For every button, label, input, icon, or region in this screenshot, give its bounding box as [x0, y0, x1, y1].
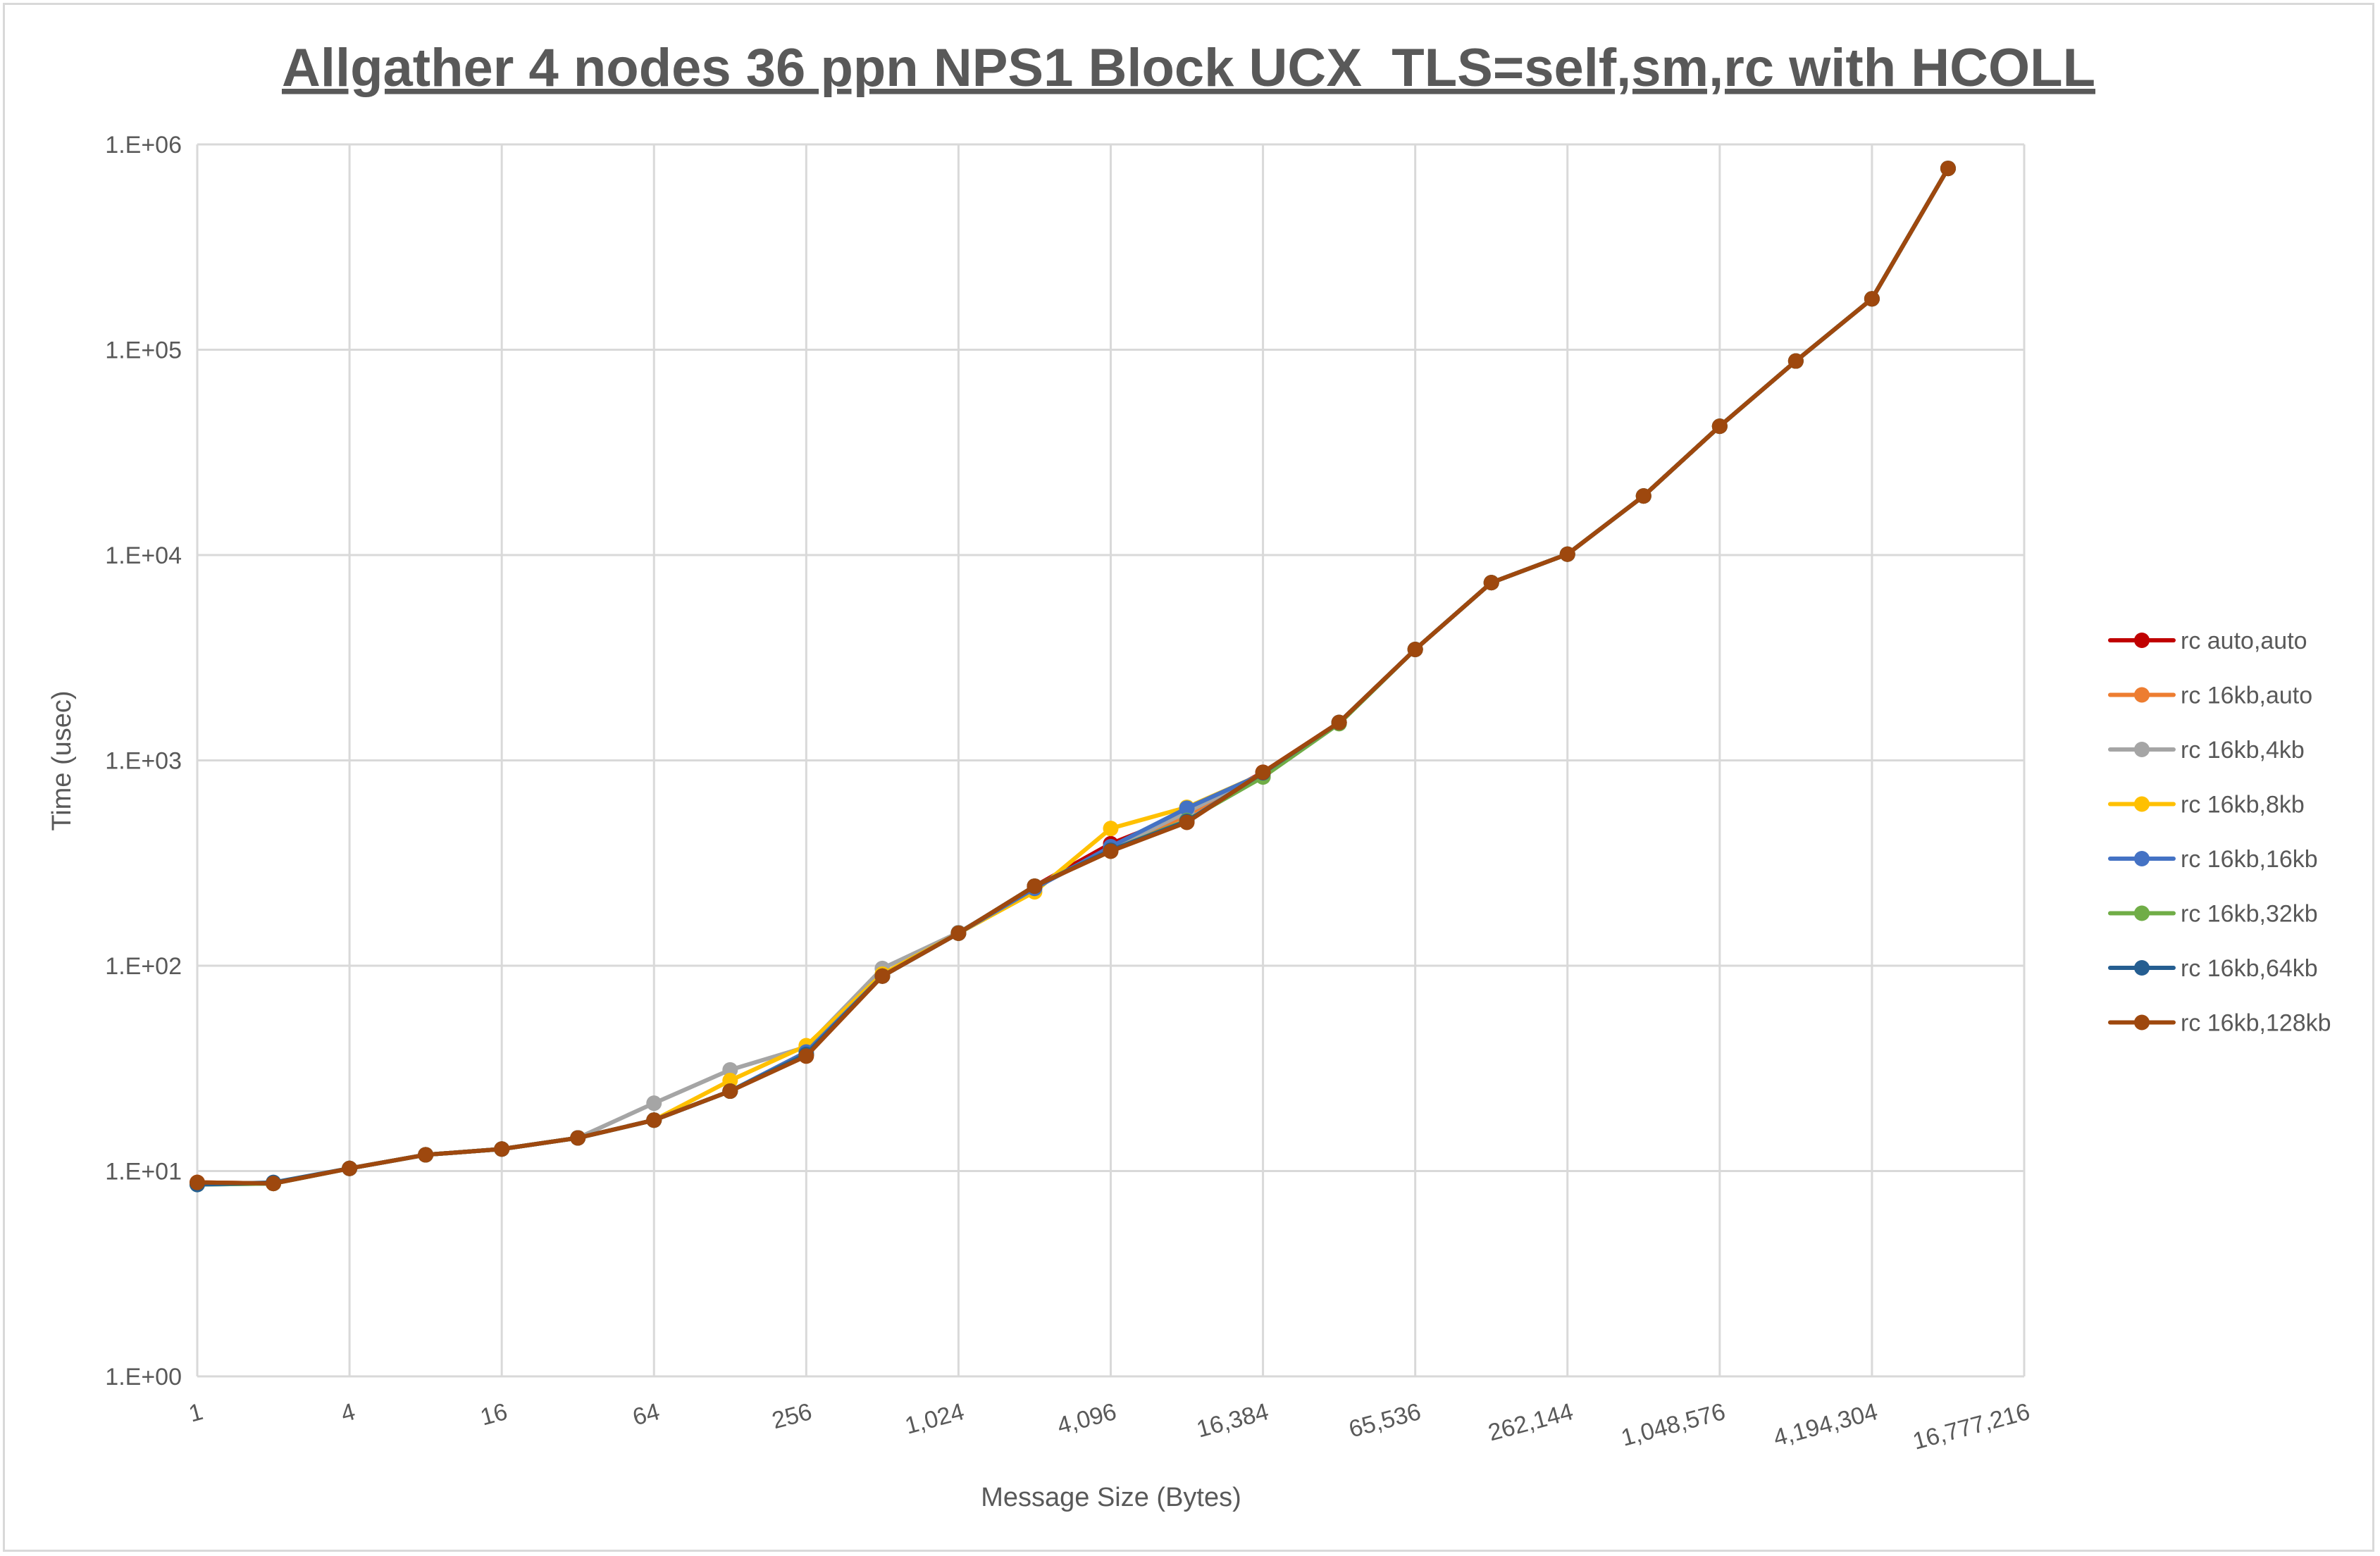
series-rc-16kb-128kb: [190, 161, 1956, 1192]
x-tick-label: 1,048,576: [1618, 1398, 1728, 1452]
series-rc-16kb-16kb: [190, 161, 1956, 1193]
legend-item: rc 16kb,8kb: [2108, 792, 2305, 819]
legend-item: rc 16kb,64kb: [2108, 955, 2318, 982]
x-tick-label: 4: [338, 1398, 358, 1428]
y-tick-label: 1.E+00: [105, 1364, 182, 1390]
legend: rc auto,auto rc 16kb,auto rc 16kb,4kb rc 16…: [2108, 628, 2331, 1037]
data-point: [266, 1176, 282, 1192]
data-point: [1940, 161, 1956, 177]
legend-marker: [2134, 687, 2150, 703]
x-tick-label: 16,384: [1194, 1398, 1271, 1443]
legend-item: rc 16kb,128kb: [2108, 1010, 2331, 1037]
legend-item: rc 16kb,auto: [2108, 683, 2312, 709]
y-tick-label: 1.E+05: [105, 337, 182, 364]
series-line: [197, 167, 1950, 1187]
legend-marker: [2134, 905, 2150, 921]
chart-frame: [3, 3, 2374, 1552]
data-point: [1027, 878, 1043, 895]
data-point: [1635, 488, 1651, 504]
series-rc-16kb-4kb: [190, 161, 1956, 1192]
data-point: [1255, 764, 1271, 780]
gridlines: [196, 143, 2026, 1378]
data-point: [1179, 814, 1195, 830]
data-point: [798, 1048, 814, 1064]
legend-label: rc auto,auto: [2181, 628, 2307, 654]
data-point: [722, 1072, 738, 1088]
series-line: [197, 167, 1950, 1186]
legend-label: rc 16kb,32kb: [2181, 901, 2318, 928]
data-point: [722, 1062, 738, 1078]
data-point: [190, 1174, 205, 1190]
data-point: [1103, 821, 1119, 837]
data-point: [1711, 418, 1728, 435]
series-rc-16kb-64kb: [190, 161, 1956, 1193]
legend-label: rc 16kb,16kb: [2181, 846, 2318, 873]
x-tick-label: 65,536: [1346, 1398, 1423, 1443]
data-point: [1559, 546, 1575, 562]
x-tick-label: 16,777,216: [1910, 1398, 2033, 1455]
series-line: [197, 167, 1950, 1186]
series-line: [197, 167, 1950, 1186]
x-tick-label: 4,096: [1055, 1398, 1120, 1440]
x-axis-label: Message Size (Bytes): [981, 1483, 1241, 1512]
x-tick-label: 256: [769, 1398, 815, 1434]
tick-labels: 1.E+00 1.E+01 1.E+02 1.E+03 1.E+04 1.E+05 1.E+…: [105, 132, 2033, 1455]
series-rc-auto-auto: [190, 161, 1956, 1192]
y-tick-label: 1.E+03: [105, 748, 182, 775]
data-point: [1483, 575, 1499, 591]
x-tick-label: 262,144: [1485, 1398, 1576, 1447]
data-point: [1787, 353, 1804, 369]
y-axis-label: Time (usec): [47, 690, 77, 830]
legend-label: rc 16kb,128kb: [2181, 1010, 2331, 1037]
data-point: [950, 925, 967, 941]
data-point: [1331, 714, 1347, 730]
legend-label: rc 16kb,auto: [2181, 683, 2312, 709]
series-rc-16kb-32kb: [190, 161, 1956, 1193]
legend-item: rc 16kb,32kb: [2108, 901, 2318, 928]
data-point: [1407, 641, 1423, 657]
legend-label: rc 16kb,8kb: [2181, 792, 2305, 819]
data-point: [646, 1095, 662, 1112]
data-point: [1179, 800, 1195, 816]
legend-marker: [2134, 796, 2150, 812]
data-point: [1864, 291, 1880, 307]
x-tick-label: 16: [478, 1398, 510, 1431]
data-point: [722, 1083, 738, 1100]
data-point: [874, 968, 891, 984]
legend-item: rc 16kb,16kb: [2108, 846, 2318, 873]
legend-marker: [2134, 851, 2150, 866]
x-tick-label: 4,194,304: [1771, 1398, 1880, 1452]
chart-title: Allgather 4 nodes 36 ppn NPS1 Block UCX_…: [282, 38, 2095, 98]
series-rc-16kb-auto: [190, 161, 1956, 1192]
data-point: [342, 1160, 358, 1176]
series-line: [197, 167, 1950, 1187]
series-line: [197, 167, 1950, 1186]
data-point: [570, 1130, 586, 1146]
data-point: [418, 1147, 434, 1163]
y-tick-label: 1.E+02: [105, 953, 182, 980]
x-tick-label: 1: [186, 1398, 206, 1428]
series-line: [197, 167, 1950, 1186]
legend-item: rc auto,auto: [2108, 628, 2307, 654]
y-tick-label: 1.E+01: [105, 1159, 182, 1185]
legend-marker: [2134, 1014, 2150, 1031]
legend-label: rc 16kb,4kb: [2181, 737, 2305, 764]
legend-marker: [2134, 742, 2150, 757]
data-point: [1103, 843, 1119, 859]
legend-marker: [2134, 960, 2150, 976]
x-tick-label: 64: [630, 1398, 662, 1431]
x-tick-label: 1,024: [902, 1398, 967, 1440]
y-tick-label: 1.E+04: [105, 542, 182, 569]
legend-label: rc 16kb,64kb: [2181, 955, 2318, 982]
series-line: [197, 167, 1950, 1187]
y-tick-label: 1.E+06: [105, 132, 182, 158]
series-group: [190, 161, 1956, 1193]
data-point: [646, 1112, 662, 1128]
series-rc-16kb-8kb: [190, 161, 1956, 1192]
legend-marker: [2134, 633, 2150, 648]
legend-item: rc 16kb,4kb: [2108, 737, 2305, 764]
data-point: [494, 1141, 510, 1157]
